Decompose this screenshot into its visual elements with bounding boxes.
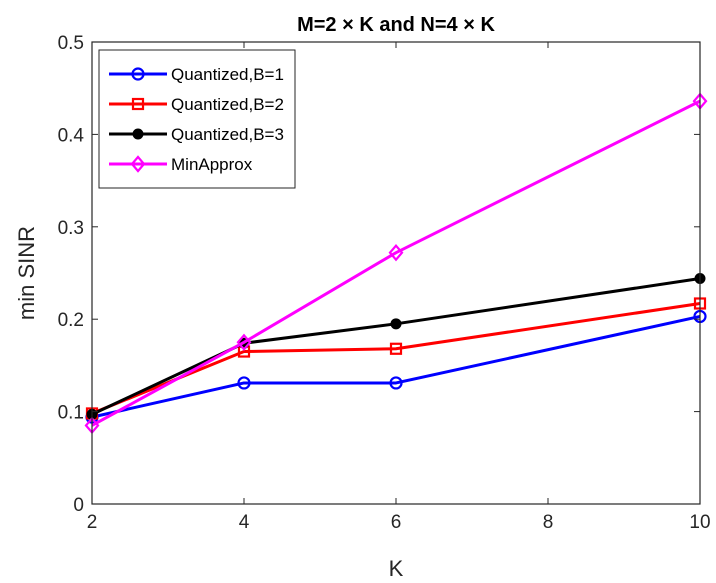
diamond-marker [130,155,146,173]
legend-entry: MinApprox [109,155,253,174]
legend-label: Quantized,B=1 [171,65,284,84]
x-tick-label: 8 [543,512,554,533]
circle-marker [131,67,145,81]
x-tick-label: 2 [87,512,98,533]
y-tick-label: 0 [73,495,84,516]
series-layer [84,92,708,435]
legend-entry: Quantized,B=2 [109,95,284,114]
legend: Quantized,B=1 Quantized,B=2 Quantized,B=3 M… [98,49,296,189]
series-line [91,314,701,419]
series-line [91,277,701,416]
x-tick-label: 10 [689,512,710,533]
series-line [91,99,701,427]
y-tick-label: 0.5 [58,33,84,54]
y-axis-ticks: 0 0.1 0.2 0.3 0.4 0.5 [58,33,700,516]
square-marker [389,342,403,355]
x-axis-ticks: 2 4 6 8 10 [87,42,711,533]
y-axis-label: min SINR [14,226,39,320]
diamond-marker [388,243,404,262]
y-tick-label: 0.3 [58,218,84,239]
legend-label: Quantized,B=3 [171,125,284,144]
circle-marker [237,376,251,390]
legend-entry: Quantized,B=3 [109,125,284,144]
dot-marker [390,318,402,330]
legend-entry: Quantized,B=1 [109,65,284,84]
square-marker [131,97,145,111]
legend-label: Quantized,B=2 [171,95,284,114]
y-tick-label: 0.4 [58,125,85,146]
x-tick-label: 6 [391,512,402,533]
chart-title: M=2 × K and N=4 × K [297,14,495,36]
y-tick-label: 0.1 [58,403,84,424]
legend-label: MinApprox [171,155,253,174]
dot-marker [132,128,144,140]
y-tick-label: 0.2 [58,310,84,331]
diamond-marker [236,333,252,351]
x-tick-label: 4 [239,512,250,533]
x-axis-label: K [389,556,404,581]
circle-marker [389,376,403,390]
